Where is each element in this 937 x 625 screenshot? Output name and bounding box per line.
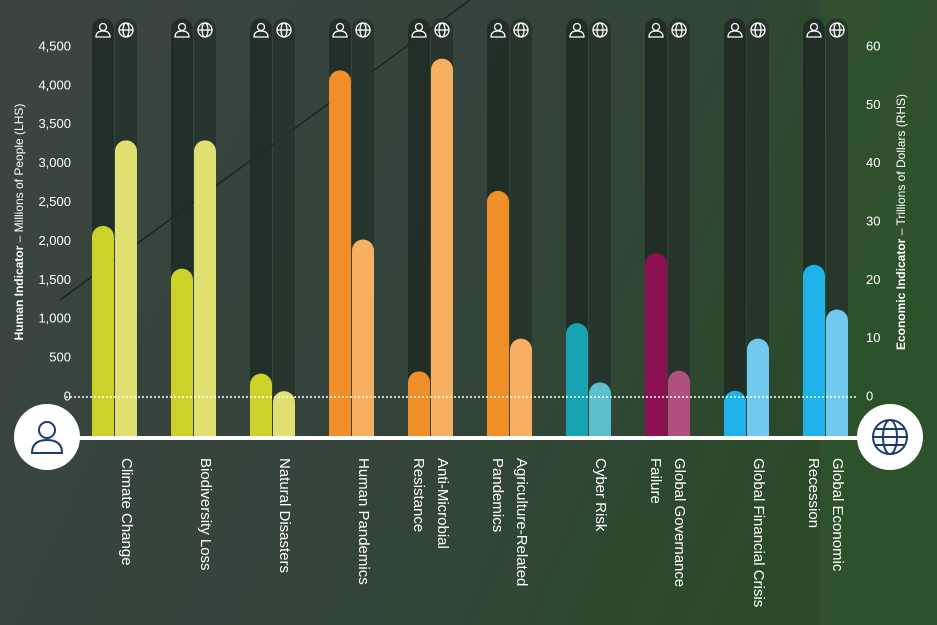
icon-part bbox=[30, 438, 64, 454]
icon-part bbox=[806, 30, 822, 38]
bar bbox=[566, 323, 588, 438]
x-tick-label: Natural Disasters bbox=[276, 458, 293, 574]
y-tick-label: 2,500 bbox=[38, 194, 71, 209]
bar bbox=[329, 70, 351, 438]
y2-axis-title-bold: Economic Indicator bbox=[894, 238, 908, 350]
y-tick-label: 4,500 bbox=[38, 38, 71, 53]
person-icon bbox=[490, 22, 506, 38]
bar bbox=[408, 371, 430, 438]
person-icon bbox=[648, 22, 664, 38]
bar bbox=[273, 391, 295, 438]
bar bbox=[92, 225, 114, 438]
y2-tick-label: 50 bbox=[866, 97, 880, 112]
y-axis-title-bold: Human Indicator bbox=[12, 245, 26, 340]
bar bbox=[431, 58, 453, 439]
person-icon bbox=[569, 22, 585, 38]
person-icon bbox=[332, 22, 348, 38]
bar bbox=[510, 338, 532, 438]
y-tick-label: 3,500 bbox=[38, 116, 71, 131]
bar-column-bg bbox=[250, 18, 272, 438]
globe-icon bbox=[197, 22, 213, 38]
bar bbox=[589, 382, 611, 438]
y2-tick-label: 10 bbox=[866, 330, 880, 345]
bar bbox=[645, 253, 667, 438]
icon-part bbox=[95, 30, 111, 38]
globe-icon bbox=[434, 22, 450, 38]
y2-tick-label: 20 bbox=[866, 272, 880, 287]
bar bbox=[115, 140, 137, 438]
y-tick-label: 4,000 bbox=[38, 77, 71, 92]
x-tick-label: Anti-Microbial Resistance bbox=[410, 458, 451, 549]
icon-part bbox=[253, 30, 269, 38]
icon-part bbox=[411, 30, 427, 38]
bar-column-bg bbox=[589, 18, 611, 438]
bar bbox=[826, 309, 848, 438]
y-tick-label: 500 bbox=[49, 350, 71, 365]
person-icon bbox=[411, 22, 427, 38]
bar-column-bg bbox=[724, 18, 746, 438]
bar-column-bg bbox=[273, 18, 295, 438]
bar bbox=[668, 370, 690, 438]
icon-part bbox=[38, 421, 56, 439]
globe-icon bbox=[276, 22, 292, 38]
bar-column-bg bbox=[510, 18, 532, 438]
x-tick-label: Biodiversity Loss bbox=[197, 458, 214, 571]
person-axis-icon bbox=[30, 421, 64, 454]
y-tick-label: 2,000 bbox=[38, 233, 71, 248]
x-tick-label: Global Governance Failure bbox=[647, 458, 688, 588]
y2-axis-title-rest: – Trillions of Dollars (RHS) bbox=[894, 94, 908, 239]
y2-tick-label: 40 bbox=[866, 155, 880, 170]
icon-part bbox=[727, 30, 743, 38]
bar-column-bg bbox=[747, 18, 769, 438]
y-tick-label: 0 bbox=[64, 388, 71, 403]
globe-icon bbox=[355, 22, 371, 38]
bar bbox=[487, 190, 509, 438]
bar bbox=[171, 268, 193, 438]
globe-icon bbox=[829, 22, 845, 38]
bar bbox=[352, 239, 374, 438]
x-tick-label: Global Economic Recession bbox=[805, 458, 846, 572]
y2-axis-title: Economic Indicator – Trillions of Dollar… bbox=[894, 94, 908, 350]
y2-tick-label: 0 bbox=[866, 388, 873, 403]
bar-column-bg bbox=[668, 18, 690, 438]
icon-part bbox=[490, 30, 506, 38]
x-tick-label: Climate Change bbox=[118, 458, 135, 566]
bar bbox=[724, 390, 746, 438]
person-icon bbox=[95, 22, 111, 38]
person-icon bbox=[806, 22, 822, 38]
icon-part bbox=[332, 30, 348, 38]
person-icon bbox=[253, 22, 269, 38]
bar-column-bg bbox=[408, 18, 430, 438]
icon-part bbox=[648, 30, 664, 38]
y2-tick-label: 30 bbox=[866, 213, 880, 228]
icon-part bbox=[174, 30, 190, 38]
y-axis-title: Human Indicator – Millions of People (LH… bbox=[12, 104, 26, 341]
x-tick-label: Cyber Risk bbox=[592, 458, 609, 532]
person-icon bbox=[727, 22, 743, 38]
y-tick-label: 1,500 bbox=[38, 272, 71, 287]
globe-icon bbox=[592, 22, 608, 38]
y2-tick-label: 60 bbox=[866, 38, 880, 53]
bar bbox=[747, 338, 769, 438]
y-axis-title-rest: – Millions of People (LHS) bbox=[12, 104, 26, 246]
globe-icon bbox=[118, 22, 134, 38]
x-tick-label: Agriculture-Related Pandemics bbox=[489, 458, 530, 587]
y-tick-label: 1,000 bbox=[38, 311, 71, 326]
person-icon bbox=[174, 22, 190, 38]
x-tick-label: Human Pandemics bbox=[355, 458, 372, 585]
globe-axis-icon bbox=[872, 419, 908, 455]
globe-icon bbox=[671, 22, 687, 38]
bar bbox=[194, 140, 216, 438]
bar bbox=[803, 264, 825, 438]
globe-icon bbox=[513, 22, 529, 38]
icon-part bbox=[569, 30, 585, 38]
y-tick-label: 3,000 bbox=[38, 155, 71, 170]
x-tick-label: Global Financial Crisis bbox=[750, 458, 767, 608]
bar bbox=[250, 373, 272, 438]
globe-icon bbox=[750, 22, 766, 38]
